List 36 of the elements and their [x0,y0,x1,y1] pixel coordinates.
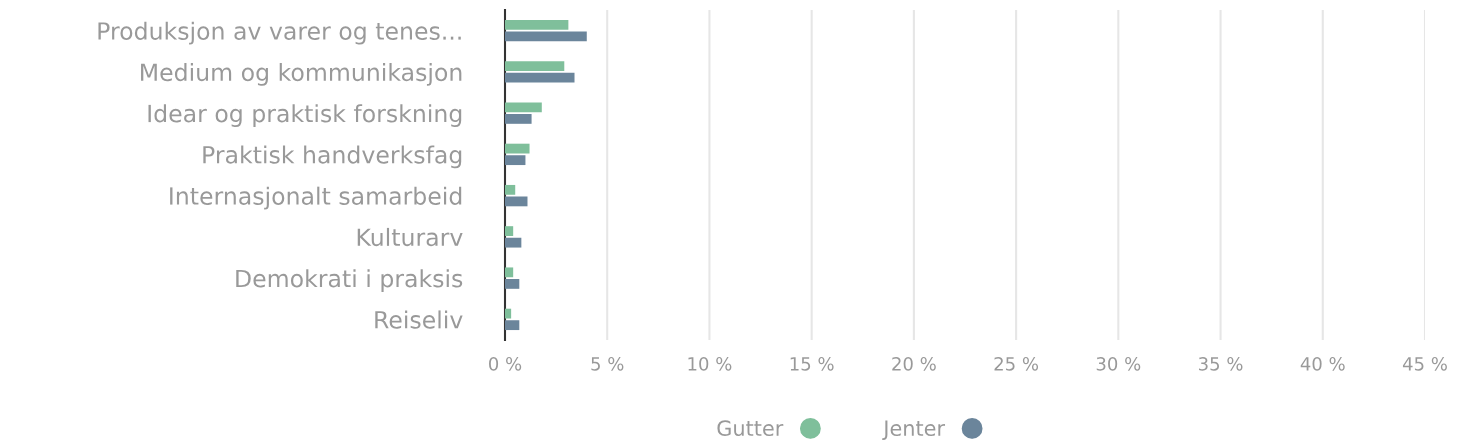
y-tick-label: Praktisk handverksfag [203,145,462,169]
bar [505,61,565,72]
y-tick-label: Kulturarv [357,227,463,247]
y-tick-label: Internasjonalt samarbeid [170,186,462,210]
y-tick-label: Medium og kommunikasjon [141,62,462,86]
x-tick-label: 15 % [790,356,834,371]
bar [505,278,520,289]
y-tick-label: Produksjon av varer og tenes... [98,21,461,45]
legend-label: Jenter [882,420,946,440]
bar [505,113,532,124]
x-tick-label: 40 % [1300,356,1345,371]
x-tick-label: 20 % [892,356,936,371]
bar [505,320,520,331]
x-tick-label: 25 % [994,356,1039,371]
bar [505,72,575,83]
y-tick-label: Reiseliv [375,310,463,329]
x-tick-label: 5 % [591,356,624,371]
x-tick-label: 35 % [1199,356,1243,371]
y-tick-label: Idear og praktisk forskning [148,104,462,128]
bar [505,226,514,237]
x-tick-label: 10 % [688,356,732,371]
y-tick-label: Demokrati i praksis [236,269,463,293]
bar [505,19,569,30]
bar [505,237,522,248]
bar [505,196,528,207]
x-tick-label: 45 % [1402,356,1447,371]
bar [505,308,512,319]
bar [505,31,587,42]
x-tick-label: 30 % [1096,356,1141,371]
legend-label: Gutter [717,420,784,437]
bar [505,143,530,154]
bar [505,184,516,195]
bar [505,267,514,278]
bar [505,102,542,113]
bar [505,155,526,166]
x-tick-label: 0 % [489,356,522,371]
